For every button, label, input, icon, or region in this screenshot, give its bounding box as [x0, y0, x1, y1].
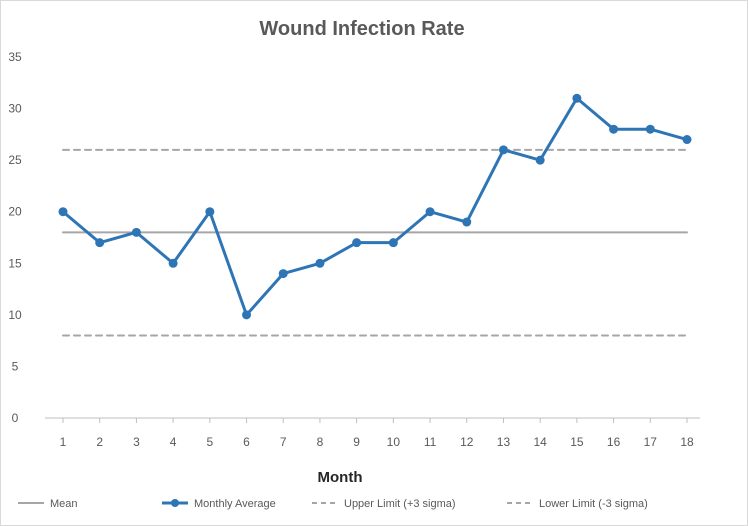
- legend-label: Lower Limit (-3 sigma): [539, 498, 648, 510]
- y-tick-label: 5: [12, 359, 19, 373]
- legend: Mean Monthly Average Upper Limit (+3 sigma…: [18, 498, 648, 510]
- x-tick-label: 8: [317, 435, 324, 449]
- legend-marker: [171, 499, 179, 507]
- data-point: [609, 124, 619, 134]
- y-tick-label: 20: [8, 205, 22, 219]
- data-point: [242, 310, 252, 320]
- plot-area: [58, 93, 692, 337]
- y-tick-label: 15: [8, 256, 22, 270]
- x-tick-label: 10: [387, 435, 401, 449]
- data-point: [168, 258, 178, 268]
- x-tick-label: 2: [96, 435, 103, 449]
- data-point: [131, 227, 141, 237]
- data-point: [388, 238, 398, 248]
- y-axis: 0 5 10 15 20 25 30 35: [8, 50, 22, 425]
- data-point: [95, 238, 105, 248]
- chart-title: Wound Infection Rate: [259, 18, 464, 40]
- x-tick-label: 16: [607, 435, 621, 449]
- data-point: [535, 155, 545, 165]
- x-tick-label: 14: [533, 435, 547, 449]
- x-axis: 1 2 3 4 5 6 7 8 9 10 11 12 13 14 15 16 17 18: [60, 418, 694, 449]
- x-tick-label: 18: [680, 435, 694, 449]
- x-tick-label: 7: [280, 435, 287, 449]
- legend-label: Upper Limit (+3 sigma): [344, 498, 456, 510]
- x-tick-label: 12: [460, 435, 474, 449]
- data-point: [205, 207, 215, 217]
- x-tick-label: 9: [353, 435, 360, 449]
- y-tick-label: 25: [8, 153, 22, 167]
- x-axis-title: Month: [318, 469, 363, 486]
- x-tick-label: 13: [497, 435, 511, 449]
- data-point: [278, 269, 288, 279]
- x-tick-label: 15: [570, 435, 584, 449]
- x-tick-label: 6: [243, 435, 250, 449]
- y-tick-label: 10: [8, 308, 22, 322]
- x-tick-label: 17: [644, 435, 658, 449]
- data-point: [682, 135, 692, 145]
- series-line-1: [61, 96, 689, 317]
- y-tick-label: 30: [8, 102, 22, 116]
- x-tick-label: 4: [170, 435, 177, 449]
- data-point: [462, 217, 472, 227]
- y-tick-label: 0: [12, 411, 19, 425]
- data-point: [315, 258, 325, 268]
- data-point: [572, 93, 582, 103]
- legend-label: Mean: [50, 498, 78, 510]
- legend-label: Monthly Average: [194, 498, 276, 510]
- y-tick-label: 35: [8, 50, 22, 64]
- data-point: [645, 124, 655, 134]
- x-tick-label: 3: [133, 435, 140, 449]
- x-tick-label: 1: [60, 435, 67, 449]
- x-tick-label: 5: [206, 435, 213, 449]
- data-point: [498, 145, 508, 155]
- x-tick-label: 11: [424, 435, 437, 449]
- data-point: [58, 207, 68, 217]
- data-point: [352, 238, 362, 248]
- data-point: [425, 207, 435, 217]
